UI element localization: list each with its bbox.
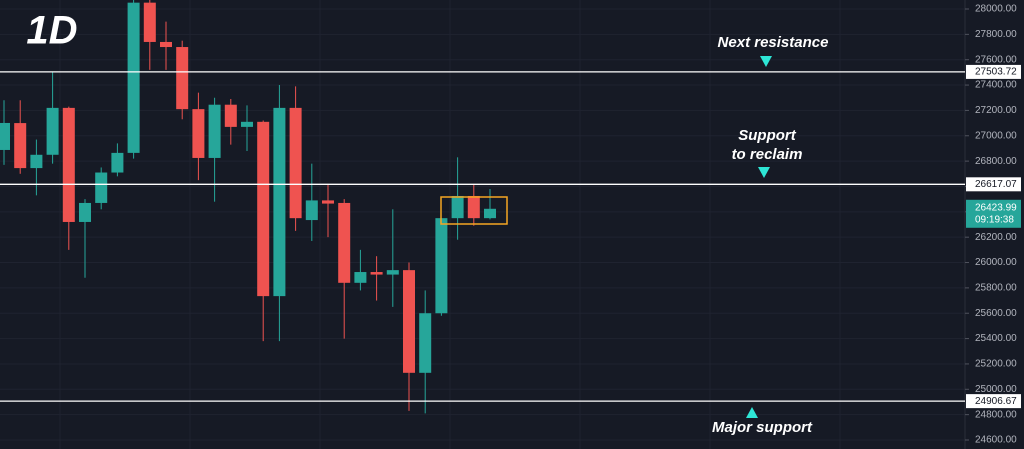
candle-body — [208, 104, 221, 158]
y-tick-label: 28000.00 — [975, 4, 1017, 15]
chart-title: 1D — [26, 9, 77, 53]
candle-body — [467, 195, 480, 219]
candle-body — [14, 123, 27, 169]
y-tick-label: 25400.00 — [975, 333, 1017, 344]
level-label: 26617.07 — [975, 179, 1017, 190]
countdown: 09:19:38 — [975, 214, 1014, 225]
candle-body — [305, 200, 318, 221]
y-tick-label: 27600.00 — [975, 54, 1017, 65]
candle-body — [224, 104, 237, 127]
price-label: 26423.99 — [975, 202, 1017, 213]
annotation: Major support — [712, 419, 813, 436]
candle-body — [289, 107, 302, 219]
y-tick-label: 27000.00 — [975, 130, 1017, 141]
y-tick-label: 25800.00 — [975, 283, 1017, 294]
grid — [0, 0, 965, 449]
y-tick-label: 24800.00 — [975, 409, 1017, 420]
candle-body — [370, 272, 383, 275]
candle-body — [338, 202, 351, 283]
candle-body — [62, 107, 75, 222]
annotation: Next resistance — [718, 34, 829, 51]
y-tick-label: 26000.00 — [975, 257, 1017, 268]
arrow — [758, 167, 770, 178]
candle-body — [354, 272, 367, 283]
y-tick-label: 25000.00 — [975, 384, 1017, 395]
candle-body — [257, 121, 270, 297]
candle-body — [386, 270, 399, 275]
candle-body — [273, 107, 286, 297]
candle-body — [435, 218, 448, 314]
candle-body — [419, 313, 432, 373]
price-label-box — [966, 199, 1021, 228]
candle-body — [143, 2, 156, 42]
candle-body — [192, 109, 205, 158]
level-label-box — [966, 64, 1021, 79]
candle-body — [30, 154, 43, 169]
arrow — [746, 407, 758, 418]
level-label-box — [966, 177, 1021, 192]
candle-body — [403, 270, 415, 373]
y-tick-label: 27400.00 — [975, 80, 1017, 91]
y-tick-label: 27200.00 — [975, 105, 1017, 116]
candle-body — [0, 122, 10, 150]
level-label-box — [966, 394, 1021, 409]
highlight-box — [440, 196, 508, 225]
candle-body — [127, 2, 140, 153]
candle-body — [484, 208, 496, 219]
candle-body — [160, 41, 172, 48]
y-tick-label: 25600.00 — [975, 308, 1017, 319]
arrow — [760, 56, 772, 67]
candles — [0, 0, 496, 414]
annotation: Support — [738, 127, 796, 144]
candle-body — [111, 152, 124, 173]
y-tick-label: 26200.00 — [975, 232, 1017, 243]
level-label: 24906.67 — [975, 396, 1017, 407]
candle-body — [95, 172, 108, 203]
y-tick-label: 25200.00 — [975, 359, 1017, 370]
y-tick-label: 24600.00 — [975, 435, 1017, 446]
candle-body — [241, 121, 253, 127]
annotation: to reclaim — [732, 146, 803, 163]
candle-body — [451, 195, 464, 219]
candle-body — [176, 47, 189, 110]
y-tick-label: 27800.00 — [975, 29, 1017, 40]
candle-body — [79, 202, 91, 222]
y-tick-label: 26800.00 — [975, 156, 1017, 167]
candle-body — [46, 107, 59, 155]
candle-body — [322, 200, 334, 204]
level-label: 27503.72 — [975, 67, 1017, 78]
